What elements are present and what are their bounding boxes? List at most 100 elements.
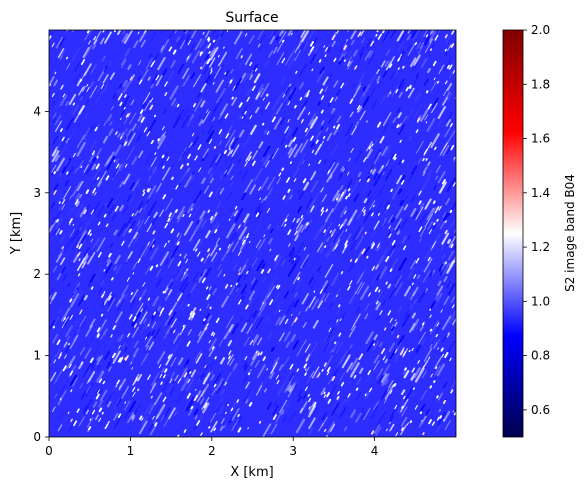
- surface-streak: [90, 139, 97, 151]
- bright-speck: [209, 69, 213, 74]
- surface-streak: [400, 424, 407, 436]
- bright-speck: [345, 195, 348, 200]
- surface-streak: [252, 335, 260, 346]
- bright-speck: [73, 420, 78, 427]
- bright-speck: [309, 40, 315, 47]
- bright-speck: [76, 408, 80, 413]
- bright-speck: [392, 153, 397, 160]
- bright-speck: [150, 61, 155, 68]
- surface-streak: [122, 30, 126, 35]
- bright-speck: [408, 84, 412, 89]
- bright-speck: [120, 93, 123, 97]
- surface-streak: [193, 74, 202, 88]
- surface-streak: [237, 417, 242, 424]
- bright-speck: [53, 190, 57, 195]
- surface-streak: [113, 398, 121, 410]
- bright-speck: [452, 70, 455, 74]
- surface-streak: [225, 223, 236, 239]
- surface-streak: [131, 123, 137, 131]
- bright-speck: [337, 391, 340, 395]
- surface-streak: [323, 222, 333, 237]
- bright-speck: [172, 49, 177, 55]
- surface-streak: [257, 238, 266, 251]
- bright-speck: [422, 432, 425, 435]
- surface-streak: [193, 408, 199, 416]
- bright-speck: [417, 117, 421, 123]
- bright-speck: [187, 153, 191, 159]
- surface-streak: [189, 230, 197, 242]
- bright-speck: [275, 361, 278, 365]
- surface-streak: [151, 405, 160, 419]
- bright-speck: [452, 410, 454, 413]
- surface-streak: [301, 30, 310, 43]
- surface-streak: [180, 81, 185, 88]
- surface-streak: [76, 141, 86, 157]
- surface-streak: [111, 167, 119, 179]
- bright-speck: [344, 244, 348, 249]
- surface-streak: [83, 164, 89, 173]
- surface-streak: [364, 331, 373, 345]
- bright-speck: [244, 356, 248, 361]
- surface-streak: [445, 35, 451, 44]
- surface-streak: [231, 144, 240, 158]
- surface-streak: [390, 55, 395, 62]
- surface-streak: [443, 381, 448, 389]
- surface-streak: [394, 218, 402, 231]
- bright-speck: [62, 93, 66, 98]
- surface-streak: [416, 140, 424, 154]
- surface-streak: [231, 409, 237, 419]
- surface-streak: [173, 332, 180, 344]
- surface-streak: [290, 30, 293, 33]
- surface-streak: [299, 401, 308, 414]
- bright-speck: [210, 67, 213, 71]
- surface-streak: [176, 390, 186, 405]
- bright-speck: [127, 332, 131, 338]
- surface-streak: [208, 57, 216, 68]
- bright-speck: [129, 76, 133, 81]
- bright-speck: [296, 368, 300, 372]
- bright-speck: [306, 222, 309, 226]
- surface-streak: [310, 142, 315, 148]
- bright-speck: [159, 374, 163, 379]
- surface-streak: [89, 273, 96, 283]
- bright-speck: [231, 96, 234, 100]
- bright-speck: [131, 367, 134, 370]
- surface-streak: [290, 334, 297, 343]
- surface-streak: [168, 281, 174, 289]
- surface-streak: [267, 224, 271, 230]
- surface-streak: [319, 66, 325, 75]
- surface-streak: [202, 60, 213, 75]
- surface-streak: [399, 199, 404, 207]
- surface-streak: [257, 30, 265, 40]
- surface-streak: [225, 315, 234, 329]
- bright-speck: [336, 30, 340, 34]
- bright-speck: [319, 289, 324, 294]
- bright-speck: [214, 229, 218, 234]
- bright-speck: [378, 289, 381, 293]
- bright-speck: [172, 329, 176, 334]
- bright-speck: [77, 251, 81, 257]
- surface-streak: [186, 398, 195, 412]
- surface-streak: [253, 221, 262, 235]
- y-tick-label: 4: [33, 104, 41, 118]
- surface-streak: [84, 111, 90, 119]
- surface-streak: [308, 219, 313, 226]
- surface-streak: [68, 355, 76, 366]
- x-tick-label: 0: [45, 444, 53, 458]
- surface-streak: [345, 123, 353, 137]
- bright-speck: [128, 228, 131, 233]
- surface-streak: [434, 286, 444, 300]
- surface-streak: [294, 234, 299, 242]
- surface-streak: [143, 99, 151, 111]
- surface-streak: [282, 96, 288, 105]
- surface-streak: [100, 37, 105, 45]
- surface-streak: [175, 178, 181, 187]
- surface-streak: [263, 129, 268, 135]
- surface-streak: [420, 338, 426, 346]
- surface-streak: [252, 310, 258, 318]
- bright-speck: [268, 299, 274, 306]
- surface-streak: [319, 201, 323, 206]
- surface-streak: [320, 387, 326, 396]
- surface-streak: [201, 396, 210, 410]
- bright-speck: [228, 355, 231, 360]
